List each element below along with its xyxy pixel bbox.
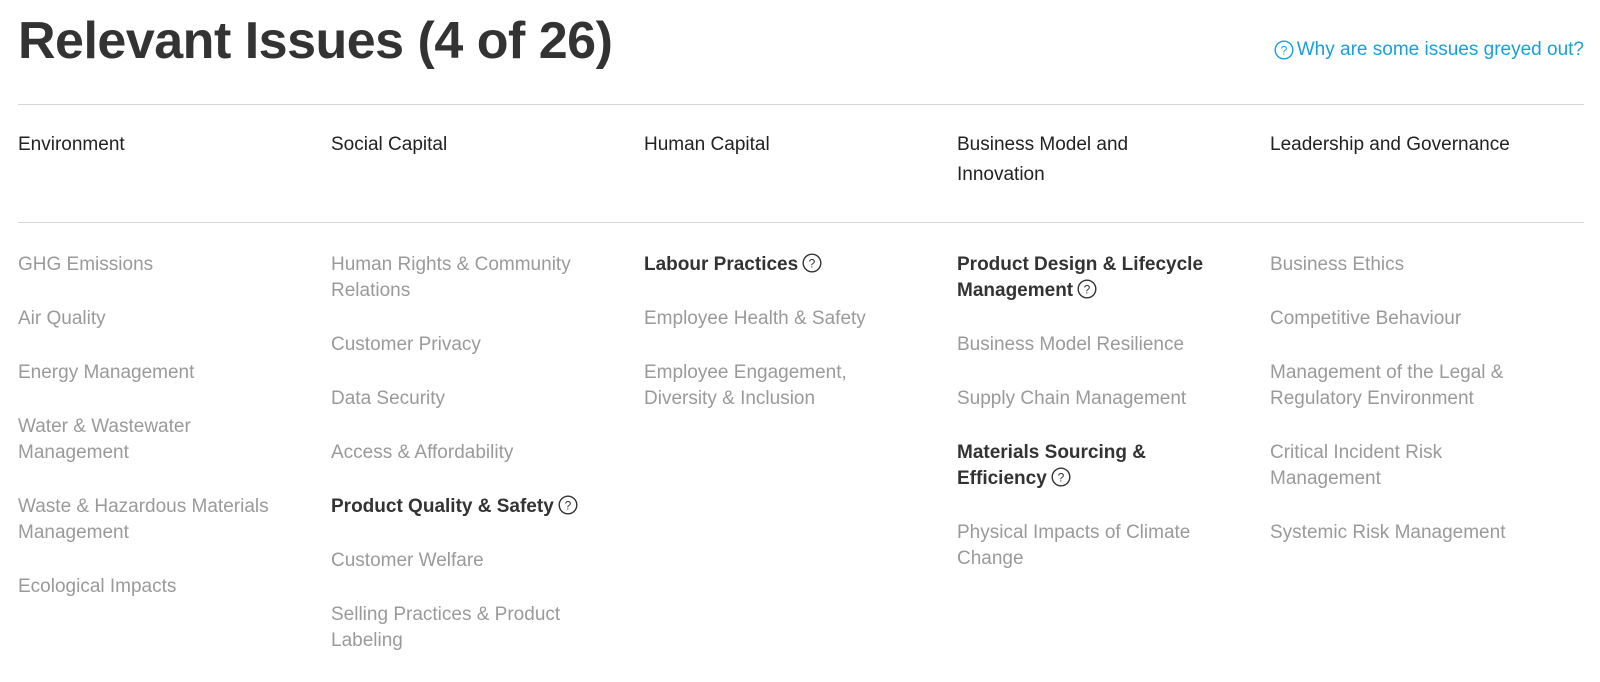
issue-label: Employee Health & Safety [644,308,866,329]
greyed-issue: Business Ethics [1270,252,1540,278]
greyed-issue: Employee Engagement, Diversity & Inclusi… [644,360,914,412]
help-circle-icon: ? [1274,40,1294,60]
greyed-issue: Employee Health & Safety [644,306,914,332]
greyed-issue: Physical Impacts of Climate Change [957,520,1227,572]
issue-label: Supply Chain Management [957,388,1187,409]
category-divider [18,222,1584,223]
issue-label: GHG Emissions [18,254,154,275]
issue-label: Product Design & Lifecycle Management [957,254,1204,301]
greyed-issue: Systemic Risk Management [1270,520,1540,546]
help-circle-icon[interactable]: ? [558,495,578,515]
greyed-issue: Energy Management [18,360,288,386]
greyed-issue: GHG Emissions [18,252,288,278]
greyed-issue: Waste & Hazardous Materials Management [18,494,288,546]
greyed-issue: Data Security [331,386,601,412]
greyed-issue: Selling Practices & Product Labeling [331,602,601,654]
issue-label: Labour Practices [644,254,799,275]
category-heading: Social Capital [331,134,448,155]
relevant-issue[interactable]: Materials Sourcing & Efficiency? [957,440,1227,492]
greyed-issue: Access & Affordability [331,440,601,466]
issue-list: Labour Practices? Employee Health & Safet… [644,252,914,440]
greyed-issue: Customer Privacy [331,332,601,358]
issue-label: Physical Impacts of Climate Change [957,522,1191,569]
help-circle-icon[interactable]: ? [802,253,822,273]
page-header: Relevant Issues (4 of 26) ? Why are some… [18,0,1584,104]
category-heading: Environment [18,134,125,155]
issue-label: Human Rights & Community Relations [331,254,571,301]
issue-label: Materials Sourcing & Efficiency [957,442,1146,489]
greyed-out-help-link[interactable]: ? Why are some issues greyed out? [1270,39,1584,61]
issue-label: Access & Affordability [331,442,514,463]
issue-label: Data Security [331,388,446,409]
issue-label: Critical Incident Risk Management [1270,442,1443,489]
issue-label: Product Quality & Safety [331,496,554,517]
issue-label: Employee Engagement, Diversity & Inclusi… [644,362,847,409]
help-circle-icon[interactable]: ? [1077,279,1097,299]
issue-label: Selling Practices & Product Labeling [331,604,561,651]
issue-label: Air Quality [18,308,106,329]
greyed-issue: Water & Wastewater Management [18,414,288,466]
issue-label: Water & Wastewater Management [18,416,191,463]
svg-text:?: ? [1280,44,1287,58]
greyed-issue: Management of the Legal & Regulatory Env… [1270,360,1540,412]
issue-label: Customer Welfare [331,550,484,571]
greyed-issue: Air Quality [18,306,288,332]
issue-list: Human Rights & Community Relations Custom… [331,252,601,682]
issue-label: Systemic Risk Management [1270,522,1506,543]
svg-text:?: ? [564,499,571,513]
help-link-label: Why are some issues greyed out? [1296,39,1584,60]
issue-label: Management of the Legal & Regulatory Env… [1270,362,1504,409]
page-title: Relevant Issues (4 of 26) [18,12,613,70]
greyed-issue: Business Model Resilience [957,332,1227,358]
greyed-issue: Supply Chain Management [957,386,1227,412]
relevant-issue[interactable]: Product Design & Lifecycle Management? [957,252,1227,304]
issue-label: Energy Management [18,362,195,383]
category-heading: Business Model and Innovation [957,134,1129,185]
issue-list: Product Design & Lifecycle Management? Bu… [957,252,1227,600]
relevant-issue[interactable]: Product Quality & Safety? [331,494,601,520]
issue-label: Business Ethics [1270,254,1405,275]
greyed-issue: Customer Welfare [331,548,601,574]
issue-label: Business Model Resilience [957,334,1185,355]
issue-list: Business Ethics Competitive Behaviour Mana… [1270,252,1540,574]
svg-text:?: ? [809,257,816,271]
category-heading: Human Capital [644,134,770,155]
greyed-issue: Human Rights & Community Relations [331,252,601,304]
issue-label: Competitive Behaviour [1270,308,1462,329]
greyed-issue: Competitive Behaviour [1270,306,1540,332]
issue-label: Customer Privacy [331,334,481,355]
relevant-issue[interactable]: Labour Practices? [644,252,914,278]
issue-list: GHG Emissions Air Quality Energy Managemen… [18,252,288,628]
issue-label: Ecological Impacts [18,576,177,597]
header-divider [18,104,1584,105]
svg-text:?: ? [1057,471,1064,485]
category-heading: Leadership and Governance [1270,134,1510,155]
greyed-issue: Critical Incident Risk Management [1270,440,1540,492]
greyed-issue: Ecological Impacts [18,574,288,600]
help-circle-icon[interactable]: ? [1051,467,1071,487]
svg-text:?: ? [1084,283,1091,297]
issue-label: Waste & Hazardous Materials Management [18,496,269,543]
